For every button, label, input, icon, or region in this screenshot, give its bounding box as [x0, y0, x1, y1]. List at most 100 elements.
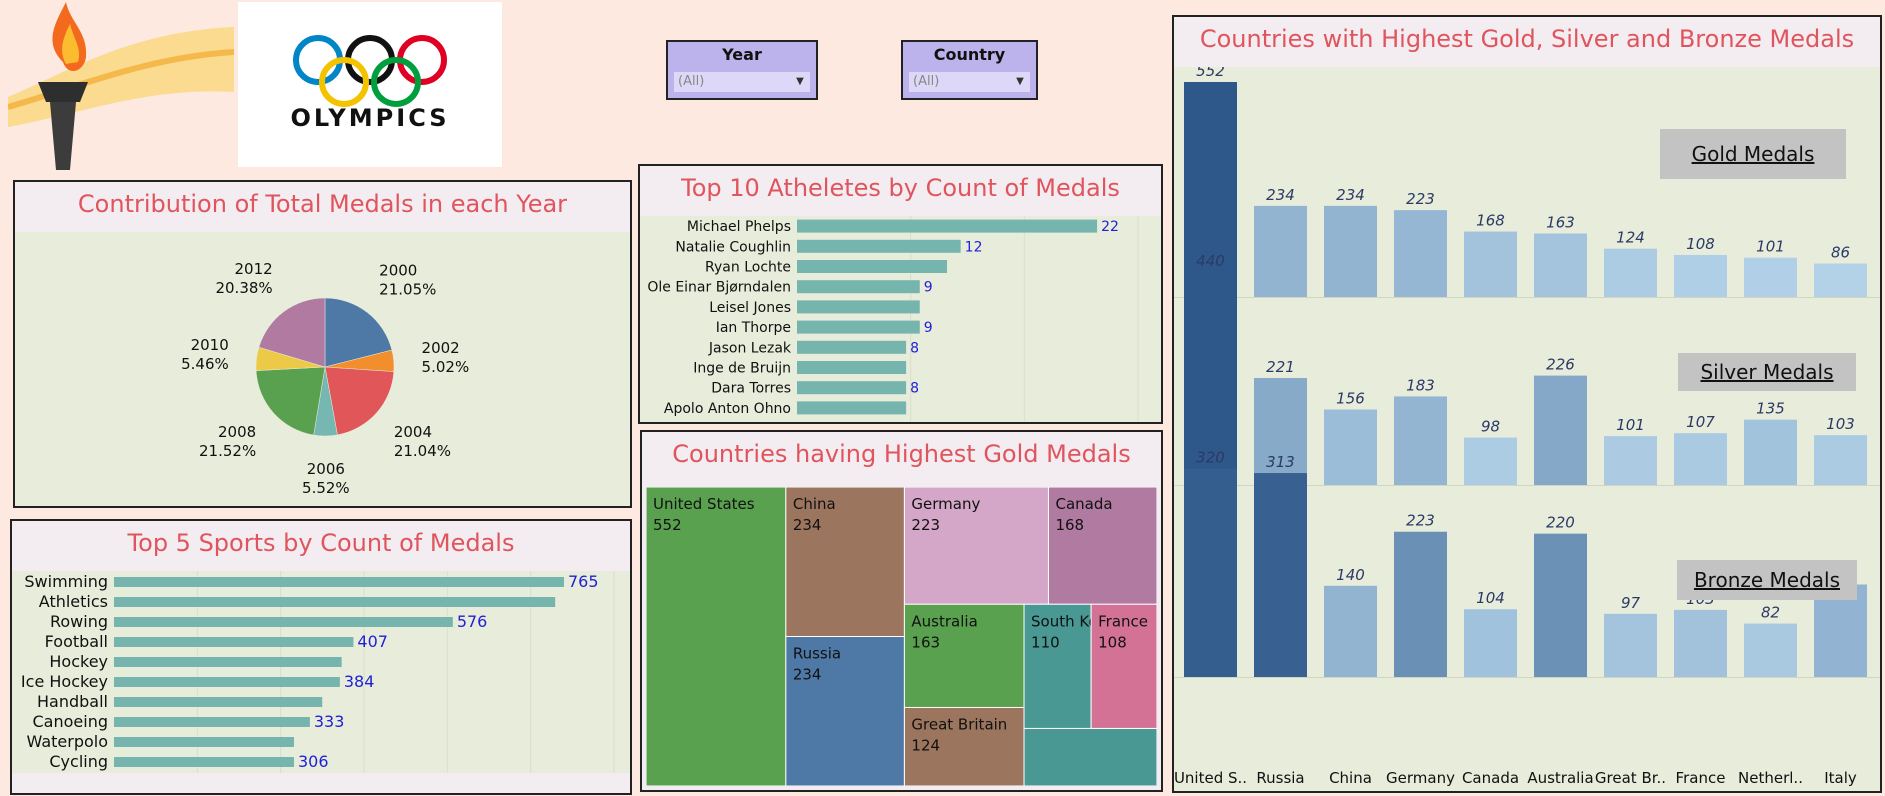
country-label: Netherl.. — [1738, 769, 1803, 787]
year-filter-label: Year — [722, 45, 762, 64]
medal-bar — [1394, 396, 1447, 485]
category-label: Jason Lezak — [708, 340, 792, 356]
medal-value-label: 135 — [1756, 400, 1785, 418]
bar — [797, 320, 920, 334]
year-filter-select[interactable]: (All) — [674, 72, 810, 92]
medal-value-label: 140 — [1336, 566, 1365, 584]
country-label: Russia — [1256, 769, 1304, 787]
medal-bar — [1674, 609, 1727, 677]
country-label: Canada — [1462, 769, 1519, 787]
data-label: 8 — [910, 381, 919, 397]
medal-bar — [1534, 375, 1587, 485]
category-label: Hockey — [49, 652, 108, 671]
medal-bar — [1394, 210, 1447, 297]
category-label: Ryan Lochte — [705, 260, 791, 276]
data-label: 407 — [357, 632, 388, 651]
year-filter[interactable]: Year (All) ▼ — [666, 40, 818, 100]
data-label: 576 — [457, 612, 488, 631]
bar — [797, 280, 920, 294]
treemap-tile — [903, 603, 1025, 708]
country-label: Great Br.. — [1595, 769, 1666, 787]
olympics-logo-text: OLYMPICS — [290, 104, 450, 132]
category-label: Rowing — [50, 612, 108, 631]
country-filter-select[interactable]: (All) — [909, 72, 1030, 92]
medal-value-label: 108 — [1686, 235, 1715, 253]
olympic-rings-icon — [293, 35, 447, 107]
treemap-name: Great Britain — [911, 715, 1007, 733]
bar — [114, 657, 342, 667]
category-label: Cycling — [49, 752, 108, 771]
medal-value-label: 223 — [1406, 190, 1435, 208]
category-label: Apolo Anton Ohno — [664, 401, 791, 417]
bronze-medals-button[interactable]: Bronze Medals — [1677, 560, 1857, 600]
pie-pct: 21.05% — [379, 280, 436, 298]
medal-value-label: 183 — [1406, 376, 1435, 394]
torch-logo — [7, 2, 235, 170]
treemap-value: 110 — [1031, 633, 1060, 651]
athletes-title: Top 10 Atheletes by Count of Medals — [681, 174, 1120, 202]
pie-label: 2008 — [218, 423, 256, 441]
data-label: 22 — [1101, 219, 1119, 235]
country-label: Australia — [1527, 769, 1593, 787]
medal-bar — [1394, 531, 1447, 677]
treemap-name: China — [793, 495, 836, 513]
data-label: 765 — [568, 572, 599, 591]
gold-medals-button[interactable]: Gold Medals — [1660, 129, 1846, 179]
pie-slice — [255, 366, 326, 436]
treemap-value: 234 — [793, 516, 822, 534]
category-label: Natalie Coughlin — [675, 239, 791, 255]
treemap-name: United States — [653, 495, 755, 513]
medal-bar — [1604, 613, 1657, 677]
medal-bar — [1604, 436, 1657, 485]
medal-value-label: 313 — [1266, 453, 1295, 471]
medal-value-label: 97 — [1621, 594, 1641, 612]
category-label: Waterpolo — [27, 732, 108, 751]
medal-value-label: 101 — [1756, 238, 1785, 256]
treemap-tile — [1090, 603, 1158, 729]
pie-slice — [324, 366, 395, 436]
medal-value-label: 124 — [1616, 229, 1645, 247]
treemap-title: Countries having Highest Gold Medals — [672, 440, 1131, 468]
medal-value-label: 440 — [1196, 252, 1225, 270]
pie-pct: 5.52% — [302, 479, 350, 497]
medal-value-label: 107 — [1686, 413, 1715, 431]
medal-bar — [1184, 272, 1237, 485]
medal-value-label: 82 — [1761, 604, 1780, 622]
bar — [114, 737, 294, 747]
bar — [797, 381, 907, 395]
medal-bar — [1814, 435, 1867, 485]
treemap-tile — [645, 486, 787, 787]
medal-value-label: 320 — [1196, 449, 1225, 467]
sports-title: Top 5 Sports by Count of Medals — [127, 529, 515, 557]
bar — [114, 717, 310, 727]
category-label: Dara Torres — [711, 381, 791, 397]
medal-bar — [1324, 585, 1377, 677]
bar — [797, 361, 907, 374]
country-label: France — [1676, 769, 1726, 787]
data-label: 12 — [965, 239, 983, 255]
medal-value-label: 220 — [1546, 514, 1575, 532]
medal-bar — [1254, 205, 1307, 297]
pie-pct: 5.46% — [181, 355, 229, 373]
medal-value-label: 234 — [1336, 186, 1365, 204]
medal-bar — [1254, 473, 1307, 677]
chevron-down-icon[interactable]: ▼ — [1016, 76, 1024, 87]
data-label: 9 — [924, 280, 933, 296]
category-label: Leisel Jones — [709, 300, 791, 316]
medal-value-label: 552 — [1196, 67, 1225, 80]
bar — [114, 577, 564, 587]
chevron-down-icon[interactable]: ▼ — [796, 76, 804, 87]
category-label: Ian Thorpe — [716, 320, 791, 336]
data-label: 306 — [298, 752, 329, 771]
medal-value-label: 86 — [1831, 244, 1850, 262]
medal-value-label: 98 — [1481, 418, 1500, 436]
treemap-value: 124 — [911, 736, 940, 754]
medal-value-label: 104 — [1476, 589, 1505, 607]
medal-value-label: 163 — [1546, 214, 1575, 232]
bar — [114, 597, 556, 607]
medal-bar — [1814, 263, 1867, 297]
silver-medals-button[interactable]: Silver Medals — [1678, 353, 1856, 391]
country-filter[interactable]: Country (All) ▼ — [901, 40, 1038, 100]
